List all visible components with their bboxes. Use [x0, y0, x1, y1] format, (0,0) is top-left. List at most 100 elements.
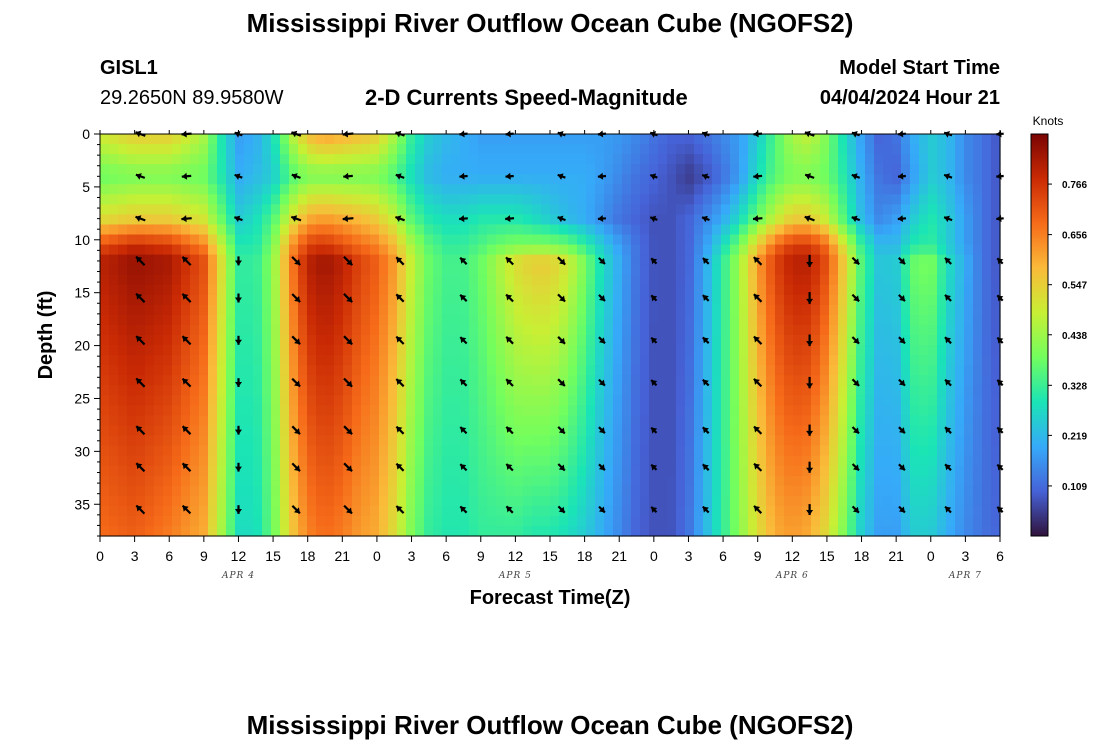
heatmap-cell: [298, 314, 308, 326]
heatmap-cell: [847, 164, 857, 175]
heatmap-cell: [613, 515, 623, 527]
heatmap-cell: [316, 495, 326, 507]
heatmap-cell: [595, 164, 605, 175]
heatmap-cell: [280, 184, 290, 195]
heatmap-cell: [910, 525, 920, 537]
heatmap-cell: [802, 495, 812, 507]
heatmap-cell: [226, 455, 236, 467]
heatmap-cell: [991, 214, 1001, 226]
heatmap-cell: [496, 485, 506, 497]
heatmap-cell: [262, 475, 272, 487]
heatmap-cell: [406, 465, 416, 477]
heatmap-cell: [541, 244, 551, 256]
heatmap-cell: [991, 425, 1001, 437]
heatmap-cell: [640, 294, 650, 306]
heatmap-cell: [937, 184, 947, 195]
heatmap-cell: [748, 254, 758, 266]
heatmap-cell: [379, 214, 389, 226]
heatmap-cell: [433, 154, 443, 165]
heatmap-cell: [901, 345, 911, 356]
heatmap-cell: [280, 154, 290, 165]
heatmap-cell: [514, 335, 524, 346]
heatmap-cell: [667, 505, 677, 517]
heatmap-cell: [964, 214, 974, 226]
heatmap-cell: [784, 304, 794, 316]
heatmap-cell: [973, 495, 983, 507]
heatmap-cell: [145, 445, 155, 457]
heatmap-cell: [784, 134, 794, 145]
heatmap-cell: [955, 144, 965, 155]
heatmap-cell: [919, 475, 929, 487]
heatmap-cell: [946, 375, 956, 386]
heatmap-cell: [766, 284, 776, 296]
heatmap-cell: [100, 375, 110, 386]
chart-title-top: Mississippi River Outflow Ocean Cube (NG…: [246, 8, 854, 38]
heatmap-cell: [874, 324, 884, 336]
heatmap-cell: [388, 375, 398, 386]
heatmap-cell: [892, 264, 902, 276]
heatmap-cell: [316, 244, 326, 256]
heatmap-cell: [190, 395, 200, 406]
heatmap-cell: [676, 234, 686, 246]
heatmap-cell: [244, 314, 254, 326]
heatmap-cell: [550, 194, 560, 205]
heatmap-cell: [892, 174, 902, 185]
heatmap-cell: [829, 214, 839, 226]
heatmap-cell: [901, 144, 911, 155]
heatmap-cell: [919, 455, 929, 467]
heatmap-cell: [262, 174, 272, 185]
heatmap-cell: [820, 445, 830, 457]
heatmap-cell: [964, 304, 974, 316]
heatmap-cell: [514, 174, 524, 185]
heatmap-cell: [658, 244, 668, 256]
heatmap-cell: [559, 164, 569, 175]
heatmap-cell: [343, 435, 353, 447]
heatmap-cell: [163, 375, 173, 386]
heatmap-cell: [280, 385, 290, 396]
heatmap-cell: [433, 284, 443, 296]
heatmap-cell: [280, 264, 290, 276]
heatmap-cell: [397, 455, 407, 467]
heatmap-cell: [388, 324, 398, 336]
heatmap-cell: [703, 314, 713, 326]
heatmap-cell: [388, 365, 398, 376]
heatmap-cell: [100, 304, 110, 316]
heatmap-cell: [388, 435, 398, 447]
heatmap-cell: [856, 244, 866, 256]
heatmap-cell: [343, 345, 353, 356]
heatmap-cell: [874, 274, 884, 286]
heatmap-cell: [460, 455, 470, 467]
heatmap-cell: [649, 194, 659, 205]
heatmap-cell: [991, 525, 1001, 537]
heatmap-cell: [901, 385, 911, 396]
heatmap-cell: [163, 324, 173, 336]
heatmap-cell: [442, 284, 452, 296]
heatmap-cell: [550, 214, 560, 226]
heatmap-cell: [793, 465, 803, 477]
heatmap-cell: [442, 355, 452, 366]
heatmap-cell: [172, 455, 182, 467]
heatmap-cell: [604, 174, 614, 185]
heatmap-cell: [496, 425, 506, 437]
heatmap-cell: [514, 425, 524, 437]
heatmap-cell: [937, 314, 947, 326]
heatmap-cell: [226, 385, 236, 396]
heatmap-cell: [820, 365, 830, 376]
heatmap-cell: [244, 505, 254, 517]
heatmap-cell: [199, 214, 209, 226]
heatmap-cell: [253, 505, 263, 517]
heatmap-cell: [145, 294, 155, 306]
heatmap-cell: [847, 184, 857, 195]
heatmap-cell: [181, 455, 191, 467]
heatmap-cell: [487, 264, 497, 276]
heatmap-cell: [406, 204, 416, 215]
heatmap-cell: [604, 324, 614, 336]
heatmap-cell: [478, 445, 488, 457]
heatmap-cell: [757, 455, 767, 467]
heatmap-cell: [982, 435, 992, 447]
heatmap-cell: [937, 144, 947, 155]
heatmap-cell: [469, 335, 479, 346]
heatmap-cell: [154, 455, 164, 467]
current-arrow: [557, 378, 566, 387]
heatmap-cell: [874, 174, 884, 185]
